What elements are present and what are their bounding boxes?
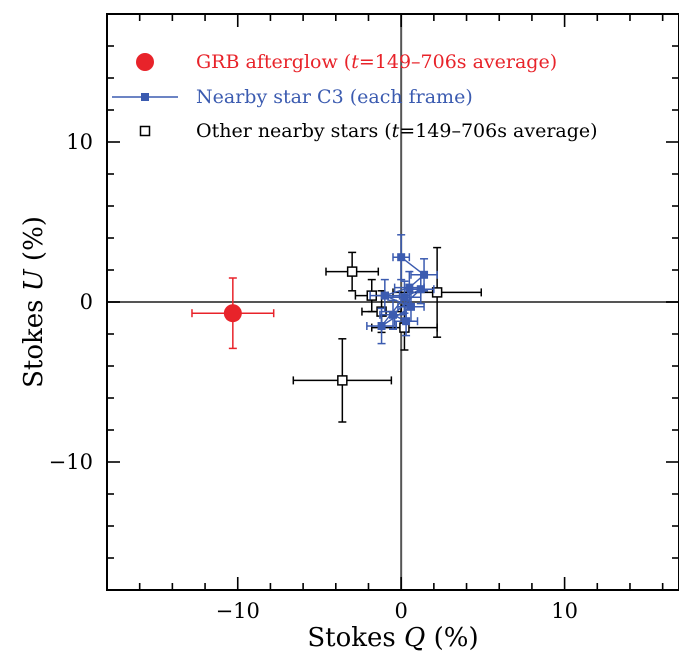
series-nearby-star-c3 — [366, 234, 438, 345]
series-grb-afterglow — [191, 277, 275, 350]
series-other-nearby-stars — [292, 246, 483, 423]
x-axis-label: Stokes Q (%) — [307, 623, 478, 653]
data-point — [377, 322, 386, 330]
legend-item: Other nearby stars (t=149–706s average) — [139, 120, 598, 142]
legend-marker — [139, 125, 151, 137]
legend-label: Other nearby stars (t=149–706s average) — [196, 120, 598, 142]
data-point — [337, 375, 348, 386]
y-tick-label: 0 — [80, 290, 93, 314]
tick-labels: −10 0 10 −10 0 10 — [49, 130, 578, 623]
data-point — [420, 270, 429, 279]
data-point — [431, 287, 443, 298]
x-tick-label: 0 — [394, 599, 407, 623]
legend-marker — [141, 93, 149, 101]
y-axis-label: Stokes U (%) — [19, 216, 49, 388]
data-point — [380, 291, 389, 300]
data-point — [397, 253, 406, 262]
legend-item: GRB afterglow (t=149–706s average) — [136, 51, 557, 73]
data-point — [402, 317, 411, 326]
data-point — [416, 285, 425, 294]
plot-frame — [106, 13, 679, 591]
legend-label: Nearby star C3 (each frame) — [196, 86, 473, 108]
legend-item: Nearby star C3 (each frame) — [112, 86, 473, 108]
data-point — [346, 266, 358, 277]
y-tick-label: −10 — [49, 450, 93, 474]
x-tick-label: −10 — [216, 599, 260, 623]
data-point — [400, 293, 409, 302]
data-series — [191, 234, 483, 423]
legend-label: GRB afterglow (t=149–706s average) — [196, 51, 557, 73]
data-point — [405, 283, 414, 292]
legend: GRB afterglow (t=149–706s average) Nearby… — [112, 51, 598, 142]
legend-marker — [136, 53, 154, 71]
y-tick-label: 10 — [66, 130, 93, 154]
data-point — [389, 310, 397, 319]
x-tick-label: 10 — [551, 599, 578, 623]
data-point — [406, 302, 415, 311]
data-point — [223, 304, 242, 323]
